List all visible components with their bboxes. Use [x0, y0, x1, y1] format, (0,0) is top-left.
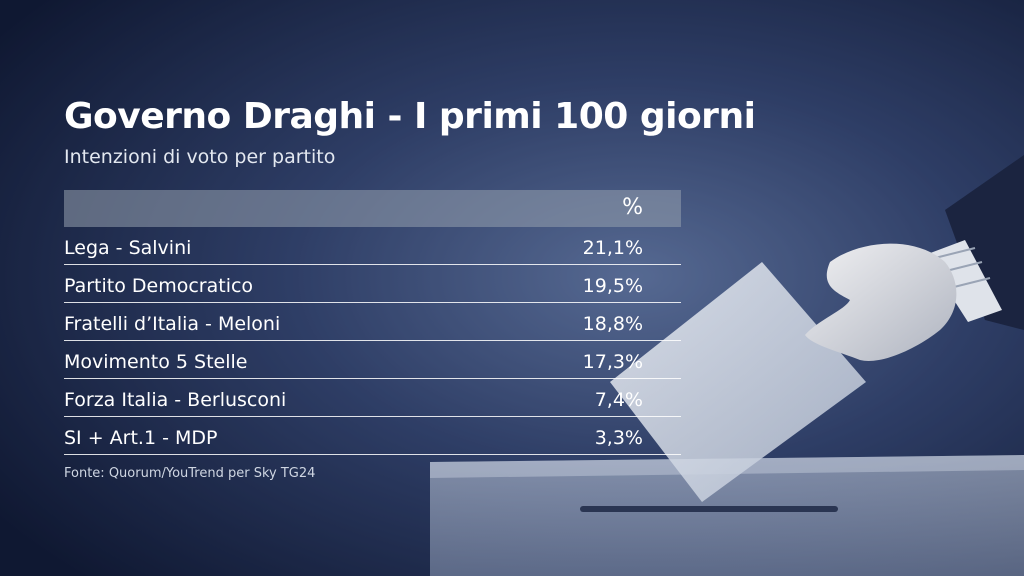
party-name: Movimento 5 Stelle [64, 351, 248, 373]
source-note: Fonte: Quorum/YouTrend per Sky TG24 [64, 466, 316, 481]
party-percentage: 19,5% [582, 275, 643, 297]
table-row: SI + Art.1 - MDP 3,3% [64, 417, 681, 455]
party-name: Lega - Salvini [64, 237, 192, 259]
vote-intention-table: % Lega - Salvini 21,1% Partito Democrati… [64, 190, 681, 455]
party-percentage: 3,3% [594, 427, 643, 449]
party-percentage: 17,3% [582, 351, 643, 373]
party-name: SI + Art.1 - MDP [64, 427, 218, 449]
party-name: Forza Italia - Berlusconi [64, 389, 287, 411]
table-row: Forza Italia - Berlusconi 7,4% [64, 379, 681, 417]
party-percentage: 7,4% [594, 389, 643, 411]
table-row: Lega - Salvini 21,1% [64, 227, 681, 265]
party-percentage: 21,1% [582, 237, 643, 259]
table-row: Fratelli d’Italia - Meloni 18,8% [64, 303, 681, 341]
chart-subtitle: Intenzioni di voto per partito [64, 146, 336, 168]
table-header: % [64, 190, 681, 227]
party-name: Partito Democratico [64, 275, 254, 297]
party-percentage: 18,8% [582, 313, 643, 335]
party-name: Fratelli d’Italia - Meloni [64, 313, 281, 335]
chart-title: Governo Draghi - I primi 100 giorni [64, 96, 756, 137]
table-row: Partito Democratico 19,5% [64, 265, 681, 303]
table-row: Movimento 5 Stelle 17,3% [64, 341, 681, 379]
percent-column-header: % [622, 195, 643, 220]
